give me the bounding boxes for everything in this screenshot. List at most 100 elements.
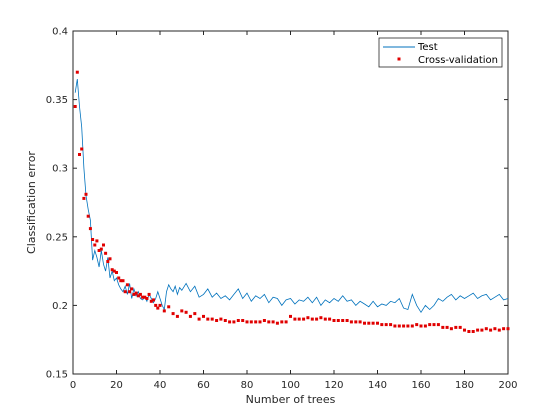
cv-point xyxy=(188,314,192,318)
cv-point xyxy=(117,276,121,280)
axes-box xyxy=(72,30,509,375)
x-tick-label: 0 xyxy=(70,380,76,391)
cv-point xyxy=(445,325,449,329)
cv-point xyxy=(106,260,110,263)
x-tick-label: 40 xyxy=(154,380,167,391)
cv-point xyxy=(184,310,188,314)
cv-point xyxy=(397,324,401,328)
cv-point xyxy=(254,320,258,324)
cv-point xyxy=(236,319,240,322)
cv-point xyxy=(145,297,149,300)
cv-point xyxy=(232,320,236,324)
cv-point xyxy=(502,327,506,331)
cv-point xyxy=(323,317,327,321)
y-tick-label: 0.15 xyxy=(46,370,68,381)
cv-point xyxy=(134,291,138,295)
cv-point xyxy=(223,319,227,322)
cv-point xyxy=(280,320,284,324)
cv-point xyxy=(193,312,197,316)
cv-point xyxy=(480,328,484,332)
legend-cv-marker-sample xyxy=(397,57,401,61)
cv-point xyxy=(380,323,384,327)
cv-point xyxy=(497,328,501,332)
y-tick-label: 0.3 xyxy=(52,164,68,175)
series-test-line xyxy=(74,78,509,314)
cv-point xyxy=(93,243,97,247)
cv-point xyxy=(406,324,410,328)
cv-point xyxy=(297,317,301,321)
cv-point xyxy=(289,314,292,318)
cv-point xyxy=(319,316,323,320)
cv-point xyxy=(258,320,262,324)
cv-point xyxy=(110,268,114,272)
cv-point xyxy=(271,320,275,324)
x-tick-label: 180 xyxy=(455,380,474,391)
cv-point xyxy=(102,243,105,247)
cv-point xyxy=(88,227,92,231)
cv-point xyxy=(467,330,471,333)
plot-area: 0 20 40 60 80 100 120 140 160 180 200 0.15 0.2 0.25 0.… xyxy=(46,27,518,392)
cv-point xyxy=(175,314,179,318)
cv-point xyxy=(249,320,253,324)
cv-point xyxy=(441,325,445,329)
cv-point xyxy=(302,317,306,321)
cv-point xyxy=(167,305,171,309)
cv-point xyxy=(484,327,488,331)
cv-point xyxy=(206,317,210,321)
tick-layer: 0 20 40 60 80 100 120 140 160 180 200 0.15 0.2 0.25 0.… xyxy=(46,27,518,392)
cv-point xyxy=(471,330,475,333)
cv-point xyxy=(493,327,497,331)
cv-point xyxy=(108,257,112,261)
cv-point xyxy=(215,319,219,322)
y-tick-label: 0.2 xyxy=(52,301,68,312)
cv-point xyxy=(75,70,79,74)
cv-point xyxy=(419,324,423,328)
cv-point xyxy=(132,292,136,296)
cv-point xyxy=(228,320,232,324)
cv-point xyxy=(267,320,271,324)
cv-point xyxy=(99,247,103,251)
cv-point xyxy=(376,321,379,325)
cv-point xyxy=(349,320,353,324)
x-tick-label: 160 xyxy=(411,380,430,391)
cv-point xyxy=(306,316,310,320)
cv-point xyxy=(410,324,414,328)
cv-point xyxy=(262,319,266,322)
cv-point xyxy=(82,196,86,200)
y-tick-label: 0.25 xyxy=(46,232,68,243)
cv-point xyxy=(86,214,90,218)
cv-point xyxy=(367,321,371,325)
cv-point xyxy=(156,306,160,310)
cv-point xyxy=(104,251,108,255)
cv-point xyxy=(123,290,127,294)
cv-point xyxy=(154,303,158,307)
cv-point xyxy=(115,271,118,274)
cv-point xyxy=(152,298,155,302)
cv-point xyxy=(432,323,436,327)
cv-point xyxy=(210,317,214,321)
legend-cv-label: Cross-validation xyxy=(418,55,498,66)
cv-point xyxy=(112,269,116,273)
cv-point xyxy=(136,294,140,298)
cv-point xyxy=(147,292,151,296)
cv-point xyxy=(130,287,134,291)
cv-point xyxy=(423,324,427,328)
cv-point xyxy=(143,295,147,299)
cv-point xyxy=(245,320,249,324)
cv-point xyxy=(384,323,388,327)
cv-point xyxy=(162,309,166,313)
legend: Test Cross-validation xyxy=(378,37,503,68)
cv-point xyxy=(354,320,358,324)
cv-point xyxy=(449,327,453,331)
cv-point xyxy=(158,303,162,307)
cv-point xyxy=(393,324,397,328)
x-tick-label: 20 xyxy=(110,380,123,391)
y-axis-label: Classification error xyxy=(25,151,38,254)
x-tick-label: 60 xyxy=(197,380,210,391)
cv-point xyxy=(328,317,332,321)
cv-point xyxy=(336,319,340,322)
cv-point xyxy=(358,320,362,324)
cv-point xyxy=(363,321,366,325)
cv-point xyxy=(506,327,510,331)
